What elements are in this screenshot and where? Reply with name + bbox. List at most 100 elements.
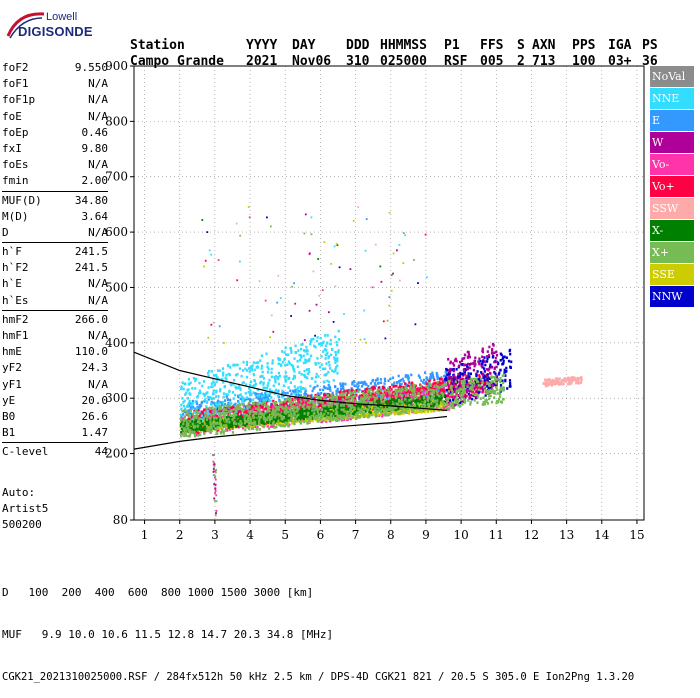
echo-point bbox=[233, 397, 235, 400]
echo-point bbox=[484, 379, 486, 382]
echo-point bbox=[261, 354, 263, 357]
echo-point bbox=[361, 381, 363, 384]
echo-point bbox=[474, 365, 476, 368]
echo-point bbox=[267, 382, 269, 385]
echo-point bbox=[252, 391, 254, 394]
echo-point bbox=[323, 341, 325, 344]
echo-point bbox=[478, 357, 480, 360]
echo-point bbox=[464, 354, 466, 357]
echo-point bbox=[468, 351, 470, 354]
echo-point bbox=[466, 375, 468, 378]
echo-point bbox=[452, 399, 454, 402]
echo-point bbox=[307, 350, 309, 353]
echo-point bbox=[198, 415, 200, 418]
echo-point bbox=[375, 384, 377, 387]
echo-point bbox=[452, 396, 454, 399]
echo-point bbox=[227, 398, 229, 401]
echo-point bbox=[223, 392, 225, 395]
echo-point bbox=[392, 377, 394, 380]
echo-point bbox=[270, 396, 272, 399]
echo-point bbox=[255, 393, 257, 396]
echo-point bbox=[283, 384, 285, 387]
echo-point bbox=[404, 382, 406, 385]
echo-point bbox=[211, 401, 213, 404]
echo-point bbox=[386, 395, 388, 398]
echo-point bbox=[448, 370, 450, 373]
echo-point bbox=[219, 388, 221, 391]
echo-point bbox=[496, 354, 498, 357]
echo-point bbox=[336, 344, 338, 347]
echo-point bbox=[389, 378, 391, 381]
echo-point bbox=[191, 387, 193, 390]
echo-point bbox=[331, 369, 333, 372]
echo-point bbox=[234, 394, 236, 397]
echo-point bbox=[484, 364, 486, 367]
echo-point bbox=[261, 406, 263, 409]
echo-point bbox=[329, 389, 331, 392]
echo-point bbox=[293, 357, 295, 360]
echo-point bbox=[216, 415, 218, 418]
echo-point bbox=[243, 361, 245, 364]
echo-point bbox=[222, 374, 224, 377]
echo-point bbox=[409, 391, 411, 394]
echo-point bbox=[306, 353, 308, 356]
echo-point bbox=[459, 361, 461, 364]
echo-point bbox=[203, 409, 205, 412]
echo-point bbox=[261, 367, 263, 370]
echo-point bbox=[290, 347, 292, 350]
echo-point bbox=[473, 369, 475, 372]
echo-point bbox=[486, 376, 488, 379]
echo-point bbox=[318, 343, 320, 346]
echo-point bbox=[509, 385, 511, 388]
echo-point bbox=[190, 382, 192, 385]
echo-point bbox=[267, 362, 269, 365]
echo-point bbox=[365, 388, 367, 391]
echo-point bbox=[182, 382, 184, 385]
echo-point bbox=[295, 345, 297, 348]
echo-point bbox=[380, 382, 382, 385]
echo-point bbox=[324, 368, 326, 371]
echo-point bbox=[464, 364, 466, 367]
echo-point bbox=[242, 369, 244, 372]
echo-point bbox=[188, 392, 190, 395]
echo-point bbox=[180, 408, 182, 411]
echo-point bbox=[301, 373, 303, 376]
echo-point bbox=[402, 378, 404, 381]
echo-point bbox=[214, 383, 216, 386]
echo-point bbox=[328, 364, 330, 367]
echo-point bbox=[323, 393, 325, 396]
echo-point bbox=[195, 378, 197, 381]
echo-point bbox=[198, 428, 200, 431]
echo-point bbox=[326, 342, 328, 345]
echo-point bbox=[300, 391, 302, 394]
echo-point bbox=[223, 396, 225, 399]
echo-point bbox=[208, 370, 210, 373]
echo-point bbox=[249, 391, 251, 394]
echo-point bbox=[339, 391, 341, 394]
echo-point bbox=[189, 400, 191, 403]
echo-point bbox=[277, 395, 279, 398]
echo-point bbox=[380, 378, 382, 381]
echo-point bbox=[426, 382, 428, 385]
echo-point bbox=[249, 370, 251, 373]
echo-point bbox=[312, 420, 314, 423]
echo-point bbox=[377, 414, 379, 417]
echo-point bbox=[319, 389, 321, 392]
echo-point bbox=[256, 366, 258, 369]
echo-point bbox=[499, 369, 501, 372]
echo-point bbox=[201, 401, 203, 404]
echo-point bbox=[380, 413, 382, 416]
echo-point bbox=[453, 375, 455, 378]
echo-point bbox=[325, 387, 327, 390]
echo-point bbox=[299, 354, 301, 357]
echo-point bbox=[424, 371, 426, 374]
echo-point bbox=[339, 382, 341, 385]
echo-point bbox=[184, 383, 186, 386]
echo-point bbox=[351, 381, 353, 384]
echo-point bbox=[271, 368, 273, 371]
echo-point bbox=[206, 392, 208, 395]
echo-point bbox=[180, 414, 182, 417]
echo-point bbox=[211, 397, 213, 400]
echo-point bbox=[460, 363, 462, 366]
echo-point bbox=[188, 402, 190, 405]
